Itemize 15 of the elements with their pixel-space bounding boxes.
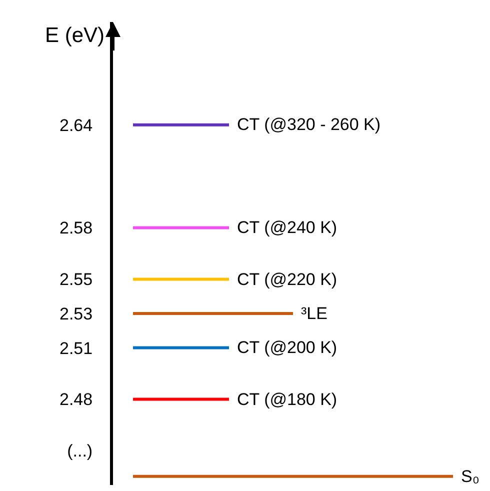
y-tick-label: 2.58 <box>60 218 93 238</box>
y-tick-label: 2.53 <box>60 304 93 324</box>
series-label: CT (@180 K) <box>237 390 338 409</box>
series-label: S₀ <box>461 467 480 486</box>
y-axis-title: E (eV) <box>45 24 105 47</box>
series-label: CT (@320 - 260 K) <box>237 115 381 134</box>
y-tick-label: 2.55 <box>60 270 93 290</box>
y-tick-label: 2.48 <box>60 390 93 410</box>
y-tick-label: (...) <box>67 442 93 461</box>
y-tick-label: 2.51 <box>60 338 93 358</box>
series-label: ³LE <box>301 304 328 323</box>
series-label: CT (@200 K) <box>237 338 338 357</box>
series-label: CT (@220 K) <box>237 270 338 289</box>
series-label: CT (@240 K) <box>237 218 338 237</box>
y-tick-label: 2.64 <box>60 116 93 135</box>
